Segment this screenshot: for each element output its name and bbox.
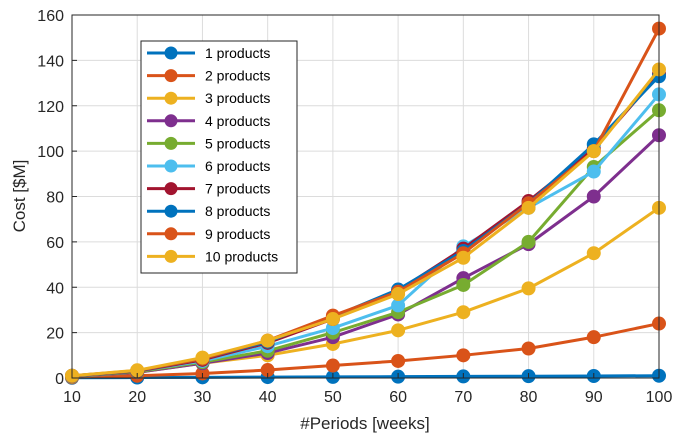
x-tick-label: 40 xyxy=(259,389,277,406)
x-axis-label: #Periods [weeks] xyxy=(300,414,429,433)
series-10 xyxy=(65,62,666,383)
data-point xyxy=(325,358,340,373)
legend-marker xyxy=(164,159,178,173)
x-tick-label: 90 xyxy=(585,389,603,406)
legend-label: 9 products xyxy=(205,226,270,242)
data-point xyxy=(456,250,471,265)
y-tick-label: 20 xyxy=(46,326,64,343)
legend-item: 10 products xyxy=(147,248,278,264)
data-point xyxy=(325,312,340,327)
data-point xyxy=(586,189,601,204)
data-point xyxy=(586,330,601,345)
data-point xyxy=(521,281,536,296)
legend-marker xyxy=(164,91,178,105)
data-point xyxy=(195,350,210,365)
y-tick-label: 160 xyxy=(37,8,64,25)
data-point xyxy=(456,277,471,292)
data-point xyxy=(391,287,406,302)
legend-marker xyxy=(164,136,178,150)
data-point xyxy=(521,341,536,356)
series-layer xyxy=(65,21,666,385)
x-tick-label: 100 xyxy=(646,389,673,406)
legend-label: 10 products xyxy=(205,248,278,264)
legend-item: 7 products xyxy=(147,181,270,197)
data-point xyxy=(260,333,275,348)
legend-item: 2 products xyxy=(147,68,270,84)
legend-label: 7 products xyxy=(205,181,270,197)
legend-item: 9 products xyxy=(147,226,270,242)
data-point xyxy=(586,246,601,261)
y-tick-label: 40 xyxy=(46,280,64,297)
legend-label: 4 products xyxy=(205,113,270,129)
x-tick-label: 60 xyxy=(389,389,407,406)
legend-marker xyxy=(164,69,178,83)
y-tick-label: 0 xyxy=(55,371,64,388)
axis-ticks: 10 20 30 40 50 60 70 80 90 100 0 20 40 60 80 100 120 140 1… xyxy=(37,8,672,406)
data-point xyxy=(586,144,601,159)
legend-item: 5 products xyxy=(147,135,270,151)
x-tick-label: 10 xyxy=(63,389,81,406)
data-point xyxy=(521,200,536,215)
y-tick-label: 120 xyxy=(37,99,64,116)
y-tick-label: 100 xyxy=(37,144,64,161)
data-point xyxy=(456,305,471,320)
data-point xyxy=(391,353,406,368)
y-tick-label: 140 xyxy=(37,53,64,70)
data-point xyxy=(521,234,536,249)
x-tick-label: 20 xyxy=(128,389,146,406)
x-tick-label: 30 xyxy=(194,389,212,406)
legend-marker xyxy=(164,114,178,128)
y-axis-label: Cost [$M] xyxy=(10,160,29,233)
x-tick-label: 50 xyxy=(324,389,342,406)
legend-label: 5 products xyxy=(205,135,270,151)
legend-label: 1 products xyxy=(205,45,270,61)
x-tick-label: 70 xyxy=(454,389,472,406)
y-tick-label: 60 xyxy=(46,235,64,252)
data-point xyxy=(456,348,471,363)
legend-marker xyxy=(164,204,178,218)
y-tick-label: 80 xyxy=(46,190,64,207)
series-line xyxy=(71,68,661,378)
legend-label: 8 products xyxy=(205,203,270,219)
legend-item: 4 products xyxy=(147,113,270,129)
legend-label: 3 products xyxy=(205,90,270,106)
legend-marker xyxy=(164,182,178,196)
data-point xyxy=(391,323,406,338)
series-line xyxy=(71,374,660,380)
x-tick-label: 80 xyxy=(520,389,538,406)
legend-marker xyxy=(164,46,178,60)
legend-item: 6 products xyxy=(147,158,270,174)
series-line xyxy=(71,322,660,379)
legend: 1 products 2 products 3 products 4 products… xyxy=(140,40,298,274)
legend-item: 1 products xyxy=(147,45,270,61)
legend-label: 6 products xyxy=(205,158,270,174)
legend-marker xyxy=(164,227,178,241)
legend-label: 2 products xyxy=(205,68,270,84)
data-point xyxy=(586,164,601,179)
legend-marker xyxy=(164,249,178,263)
legend-item: 3 products xyxy=(147,90,270,106)
legend-item: 8 products xyxy=(147,203,270,219)
